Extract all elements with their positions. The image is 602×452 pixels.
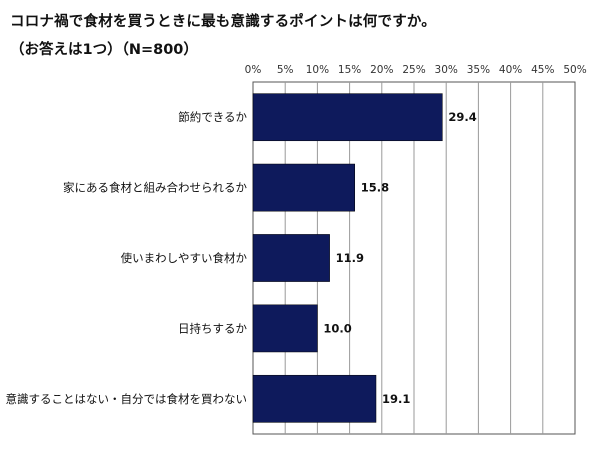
data-label: 29.4 (448, 110, 476, 124)
chart-subtitle: （お答えは1つ）（N=800） (10, 42, 198, 58)
x-tick-label: 25% (402, 64, 425, 76)
bar (252, 234, 330, 282)
data-label: 11.9 (336, 251, 364, 265)
data-label: 10.0 (323, 321, 351, 335)
x-tick-label: 50% (563, 64, 586, 76)
x-tick-label: 0% (245, 64, 262, 76)
bar (252, 163, 356, 212)
category-label: 使いまわしやすい食材か (121, 251, 248, 265)
x-tick-label: 40% (499, 64, 522, 76)
data-label: 19.1 (382, 392, 410, 406)
x-tick-label: 45% (531, 64, 554, 76)
x-tick-label: 35% (467, 64, 490, 76)
chart-title: コロナ禍で食材を買うときに最も意識するポイントは何ですか。 (10, 14, 437, 30)
category-label: 意識することはない・自分では食材を買わない (6, 392, 248, 406)
category-label: 節約できるか (178, 110, 247, 124)
x-tick-label: 15% (338, 64, 361, 76)
bar (252, 374, 377, 423)
bar (252, 93, 443, 142)
x-tick-label: 10% (306, 64, 329, 76)
category-label: 日持ちするか (178, 321, 247, 335)
x-tick-label: 30% (435, 64, 458, 76)
bar (252, 304, 318, 353)
x-tick-label: 5% (277, 64, 294, 76)
category-label: 家にある食材と組み合わせられるか (63, 181, 247, 195)
x-tick-label: 20% (370, 64, 393, 76)
data-label: 15.8 (361, 181, 389, 195)
